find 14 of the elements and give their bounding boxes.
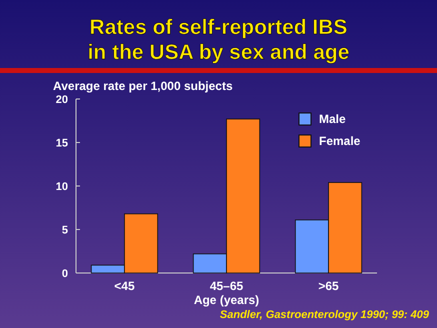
legend-label: Male bbox=[319, 112, 346, 126]
x-axis-title: Age (years) bbox=[194, 293, 260, 307]
y-tick-label: 5 bbox=[62, 224, 68, 236]
text: Sandler, Gastroenterology 1990; 99: 409 bbox=[220, 309, 430, 321]
legend-label: Female bbox=[319, 134, 361, 148]
y-tick-label: 0 bbox=[62, 268, 68, 280]
y-axis-title: Average rate per 1,000 subjects bbox=[53, 79, 233, 93]
chart-title: Rates of self-reported IBS in the USA by sex and age bbox=[88, 16, 350, 64]
x-tick-label: <45 bbox=[114, 279, 135, 293]
x-tick-label: 45–65 bbox=[210, 279, 244, 293]
x-tick-label: >65 bbox=[318, 279, 340, 293]
y-tick-label: 15 bbox=[56, 137, 68, 150]
y-tick-label: 20 bbox=[56, 94, 68, 106]
y-tick-label: 10 bbox=[56, 180, 68, 193]
